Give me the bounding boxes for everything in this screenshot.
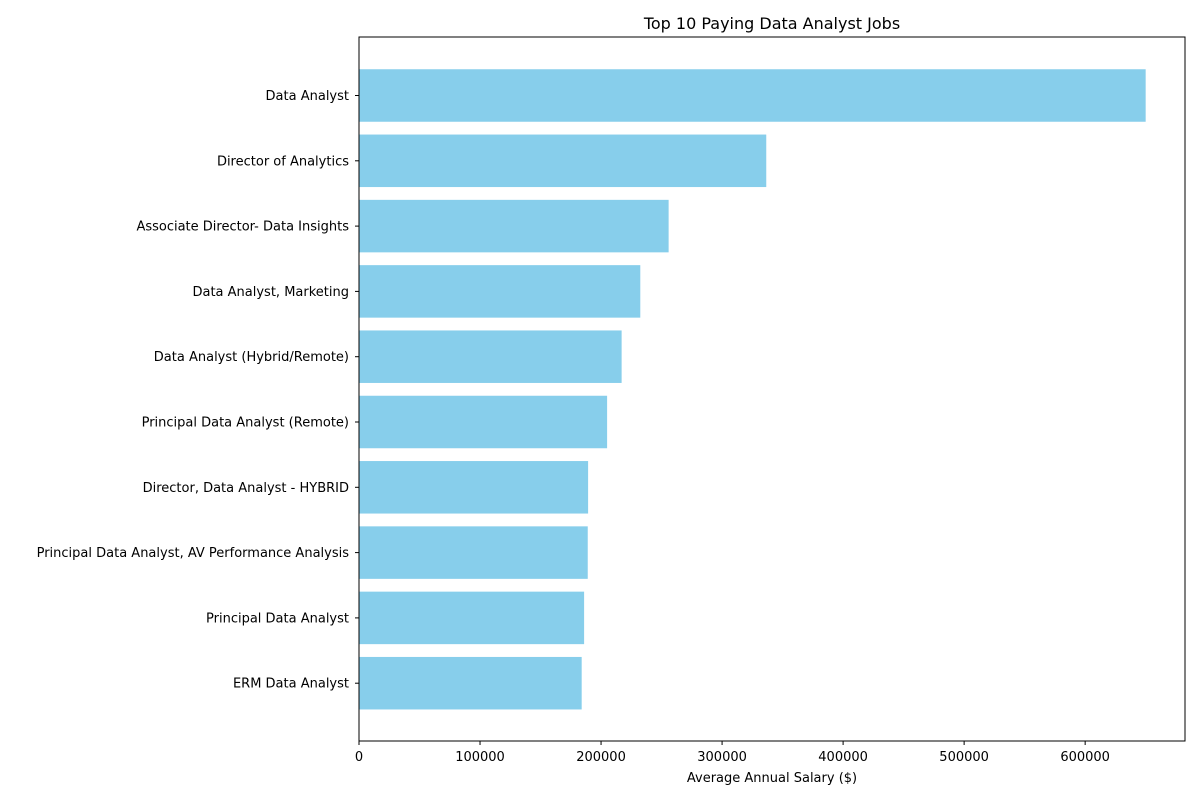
x-tick-label: 300000 [697, 750, 747, 765]
bar-6 [359, 395, 608, 449]
y-tick-label: Data Analyst [266, 89, 349, 104]
chart-title: Top 10 Paying Data Analyst Jobs [643, 14, 900, 33]
y-tick-label: Director of Analytics [217, 154, 349, 169]
y-axis-ticks: Data Analyst Director of Analytics Associa… [37, 89, 359, 692]
y-tick-label: Director, Data Analyst - HYBRID [143, 481, 349, 496]
plot-frame [358, 36, 1186, 742]
y-tick-label: Data Analyst, Marketing [192, 285, 349, 300]
bar-10 [359, 656, 582, 710]
bar-1 [359, 69, 1146, 122]
bar-4 [359, 265, 641, 318]
bar-9 [359, 591, 585, 645]
x-tick-label: 100000 [455, 750, 505, 765]
y-tick-label: Data Analyst (Hybrid/Remote) [154, 350, 349, 365]
y-tick-label: Associate Director- Data Insights [136, 220, 349, 235]
bar-5 [359, 330, 622, 383]
x-axis-label: Average Annual Salary ($) [687, 771, 857, 786]
x-tick-label: 600000 [1060, 750, 1110, 765]
x-tick-label: 0 [355, 750, 363, 765]
y-tick-label: Principal Data Analyst [206, 611, 349, 626]
bar-7 [359, 461, 589, 514]
x-axis-ticks: 0 100000 200000 300000 400000 500000 600000 [355, 741, 1110, 765]
y-tick-label: Principal Data Analyst (Remote) [142, 416, 349, 431]
x-tick-label: 200000 [576, 750, 626, 765]
bar-8 [359, 526, 588, 579]
x-tick-label: 500000 [939, 750, 989, 765]
bar-2 [359, 134, 767, 188]
bars-group [359, 69, 1146, 710]
y-tick-label: ERM Data Analyst [233, 677, 349, 692]
y-tick-label: Principal Data Analyst, AV Performance A… [37, 546, 350, 561]
bar-3 [359, 199, 669, 253]
x-tick-label: 400000 [818, 750, 868, 765]
